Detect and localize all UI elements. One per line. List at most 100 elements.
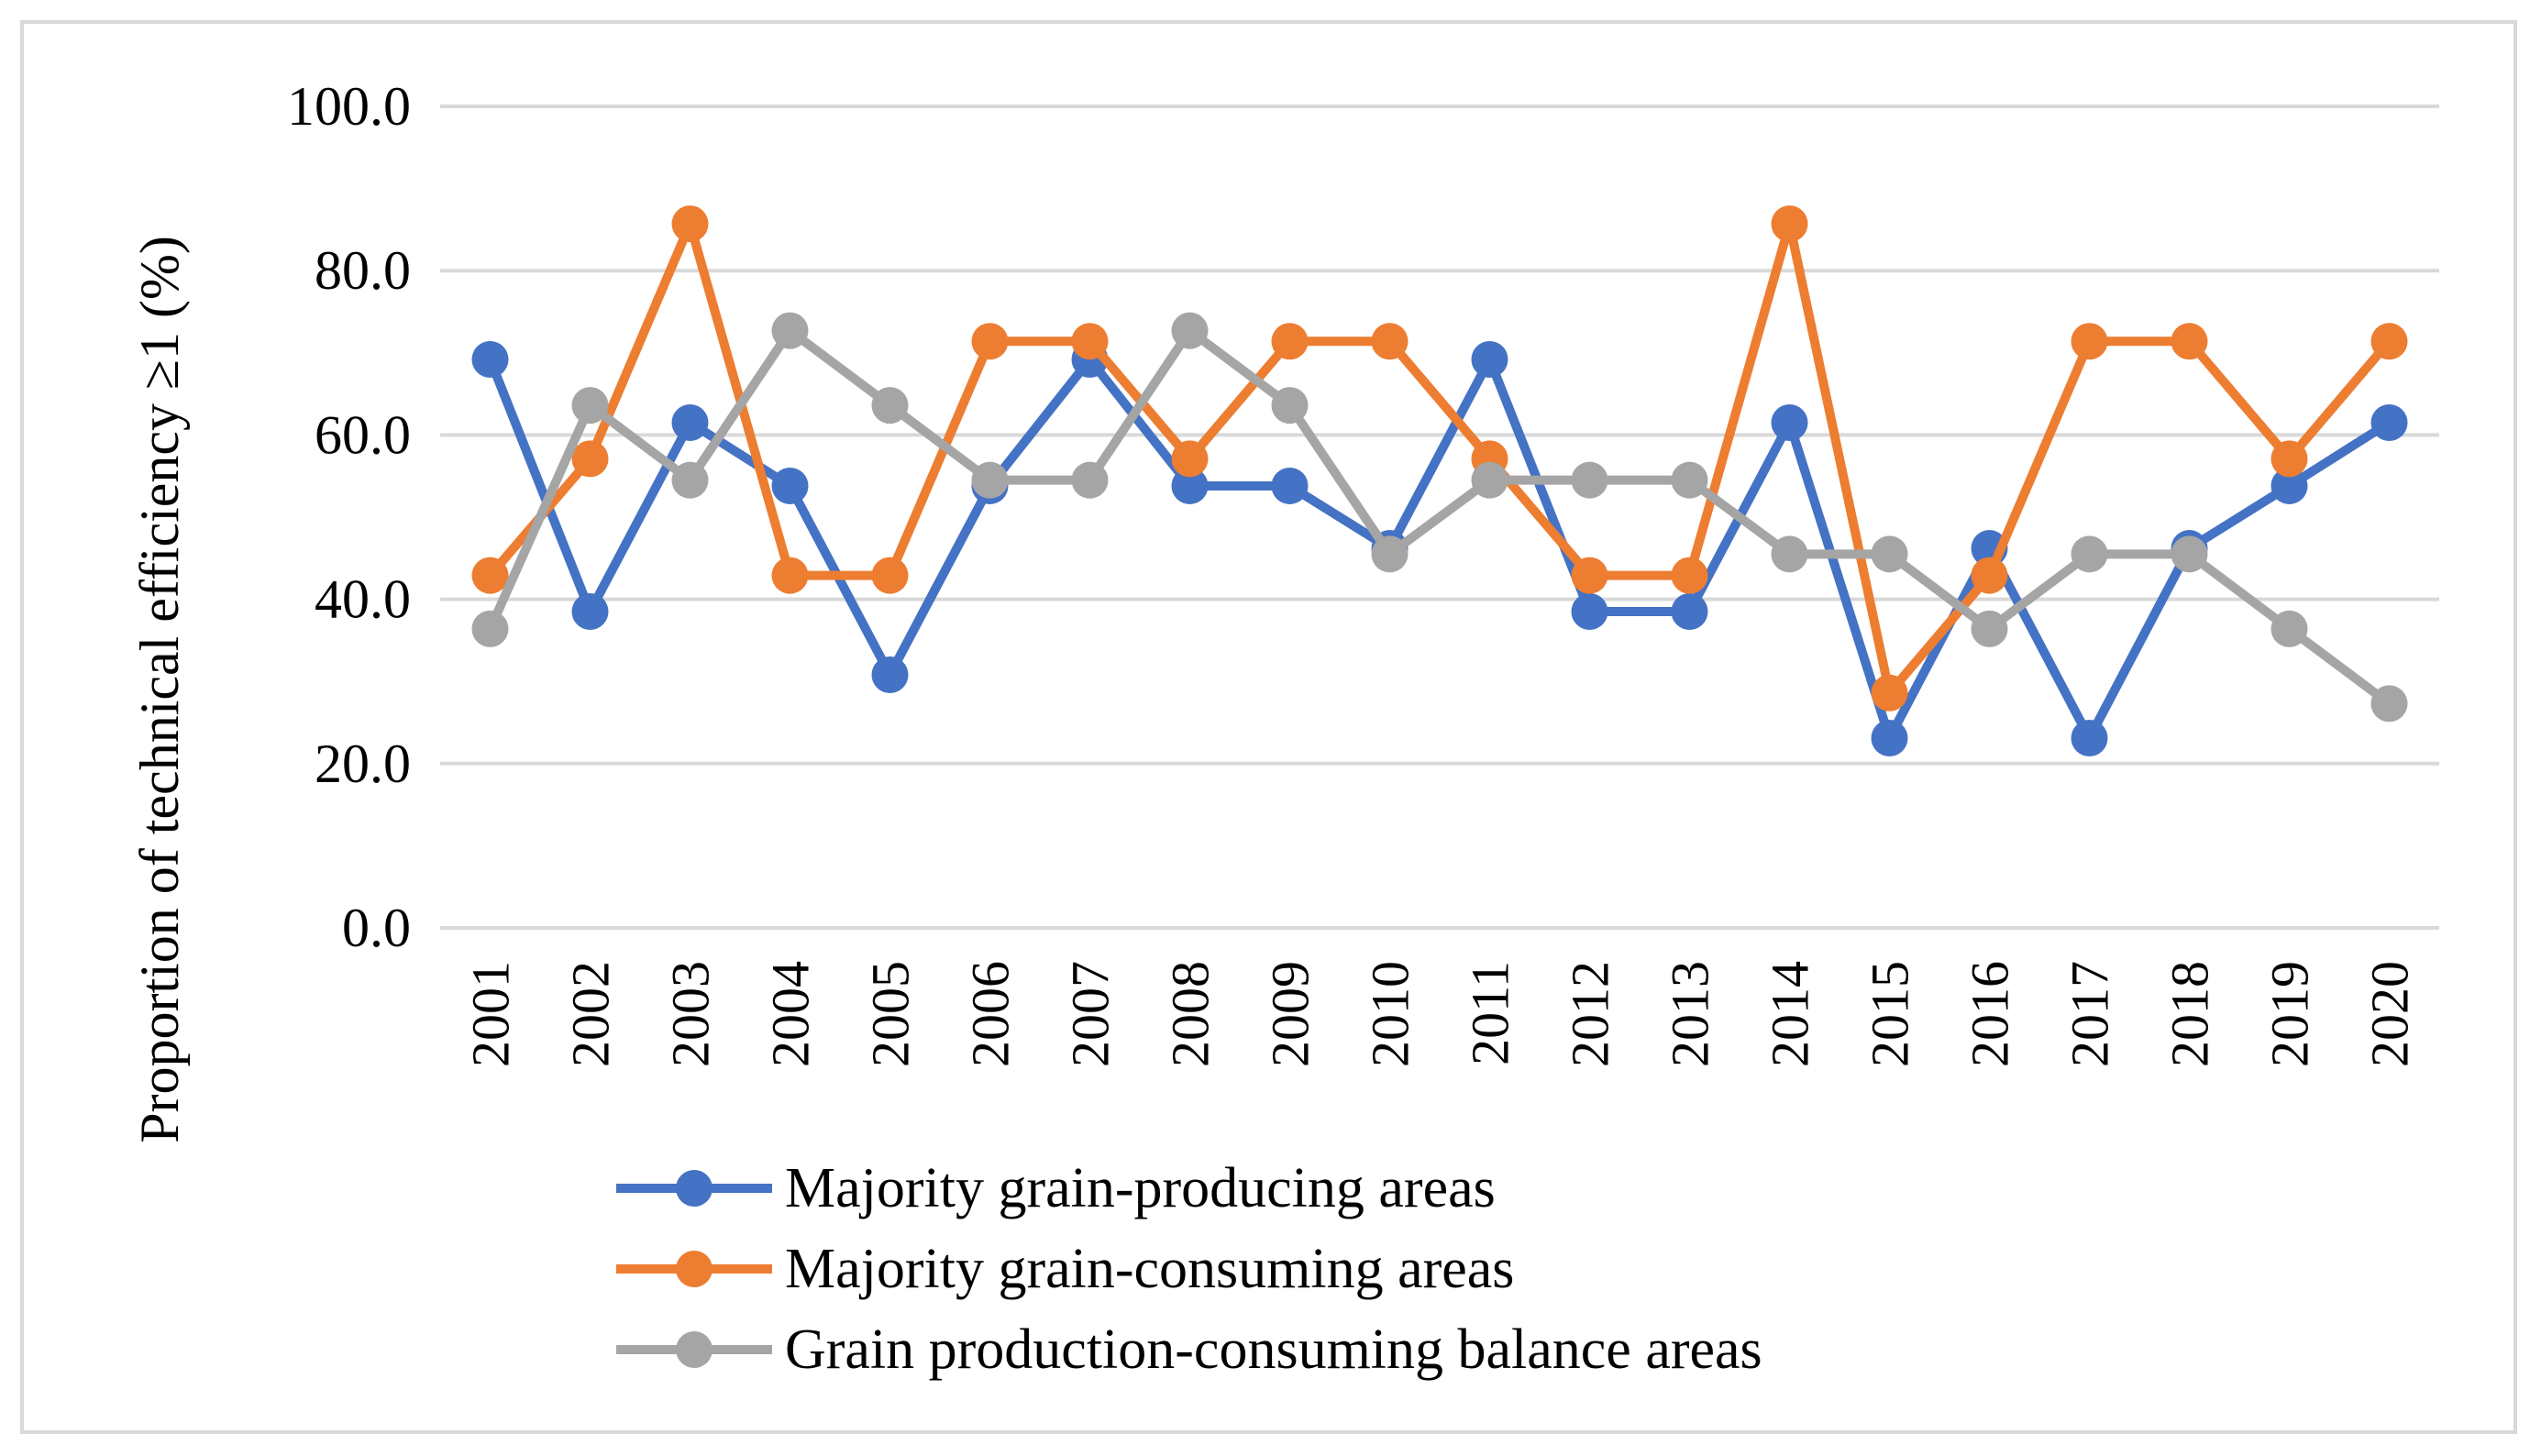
x-tick-label: 2015 [1861, 961, 1920, 1067]
data-point [871, 387, 909, 425]
legend-label: Grain production-consuming balance areas [785, 1318, 1762, 1381]
data-point [471, 340, 509, 378]
y-tick-label: 20.0 [315, 734, 411, 794]
data-point [2071, 535, 2108, 573]
data-point [1371, 323, 1409, 360]
data-point [2370, 403, 2408, 441]
data-point [2370, 685, 2408, 722]
y-tick-label: 40.0 [315, 569, 411, 630]
data-point [671, 403, 709, 441]
data-point [1771, 535, 1808, 573]
data-point [871, 656, 909, 694]
data-point [1671, 461, 1708, 499]
data-point [871, 557, 909, 594]
series-3 [471, 312, 2408, 722]
y-tick-label: 60.0 [315, 404, 411, 465]
data-point [1671, 557, 1708, 594]
x-tick-label: 2018 [2160, 961, 2220, 1067]
legend-swatch-marker [676, 1170, 713, 1207]
data-point [1271, 467, 1309, 504]
data-point [1271, 323, 1309, 360]
x-axis-ticks: 2001 2002 2003 2004 2005 2006 2007 2008 2009 2010… [461, 961, 2420, 1067]
x-tick-label: 2009 [1261, 961, 1320, 1067]
data-point [2370, 323, 2408, 360]
data-point [971, 461, 1009, 499]
data-point [1871, 535, 1908, 573]
data-point [1171, 467, 1209, 504]
data-point [2270, 610, 2308, 647]
data-point [671, 205, 709, 243]
x-tick-label: 2011 [1461, 961, 1520, 1065]
x-tick-label: 2010 [1361, 961, 1420, 1067]
x-tick-label: 2014 [1761, 961, 1820, 1067]
data-point [2270, 467, 2308, 504]
data-point [1571, 593, 1608, 631]
data-point [571, 387, 609, 425]
data-point [1571, 557, 1608, 594]
legend-swatch-marker [676, 1331, 713, 1368]
data-point [1371, 535, 1409, 573]
legend-label: Majority grain-consuming areas [785, 1238, 1514, 1300]
x-tick-label: 2004 [761, 961, 821, 1067]
data-point [2270, 440, 2308, 478]
series-2 [471, 205, 2408, 711]
series-layer [471, 205, 2408, 757]
legend-label: Majority grain-producing areas [785, 1157, 1496, 1219]
data-point [1871, 720, 1908, 757]
data-point [1071, 461, 1109, 499]
data-point [1271, 387, 1309, 425]
x-tick-label: 2013 [1661, 961, 1720, 1067]
data-point [1171, 312, 1209, 349]
x-tick-label: 2020 [2360, 961, 2420, 1067]
data-point [971, 323, 1009, 360]
data-point [1571, 461, 1608, 499]
data-point [1771, 403, 1808, 441]
data-point [1671, 593, 1708, 631]
data-point [1971, 610, 2008, 647]
x-tick-label: 2001 [461, 961, 521, 1067]
data-point [1871, 674, 1908, 711]
x-tick-label: 2016 [1961, 961, 2020, 1067]
x-tick-label: 2019 [2260, 961, 2320, 1067]
x-tick-label: 2002 [561, 961, 621, 1067]
x-tick-label: 2005 [861, 961, 921, 1067]
x-tick-label: 2007 [1061, 961, 1121, 1067]
x-tick-label: 2017 [2060, 961, 2120, 1067]
x-tick-label: 2003 [661, 961, 721, 1067]
data-point [671, 461, 709, 499]
data-point [1071, 323, 1109, 360]
data-point [2171, 535, 2208, 573]
legend: Majority grain-producing areas Majority g… [616, 1157, 1762, 1381]
x-tick-label: 2006 [961, 961, 1021, 1067]
data-point [771, 557, 809, 594]
grid-lines [440, 105, 2439, 930]
data-point [1771, 205, 1808, 243]
y-tick-label: 80.0 [315, 240, 411, 301]
x-tick-label: 2008 [1161, 961, 1221, 1067]
y-axis-label: Proportion of technical efficiency ≥1 (%… [129, 236, 190, 1143]
data-point [571, 440, 609, 478]
data-point [1471, 340, 1508, 378]
legend-item: Majority grain-producing areas [616, 1157, 1496, 1219]
data-point [1971, 557, 2008, 594]
data-point [571, 593, 609, 631]
data-point [771, 312, 809, 349]
series-line [485, 354, 2392, 744]
y-tick-label: 100.0 [287, 76, 411, 137]
data-point [2071, 323, 2108, 360]
legend-item: Grain production-consuming balance areas [616, 1318, 1762, 1381]
y-axis-ticks: 0.0 20.0 40.0 60.0 80.0 100.0 [287, 76, 411, 958]
data-point [771, 467, 809, 504]
y-tick-label: 0.0 [342, 898, 411, 958]
data-point [2071, 720, 2108, 757]
data-point [1171, 440, 1209, 478]
x-tick-label: 2012 [1561, 961, 1620, 1067]
data-point [471, 557, 509, 594]
data-point [1471, 461, 1508, 499]
series-line [485, 325, 2392, 708]
legend-item: Majority grain-consuming areas [616, 1238, 1514, 1300]
data-point [471, 610, 509, 647]
data-point [2171, 323, 2208, 360]
legend-swatch-marker [676, 1251, 713, 1287]
